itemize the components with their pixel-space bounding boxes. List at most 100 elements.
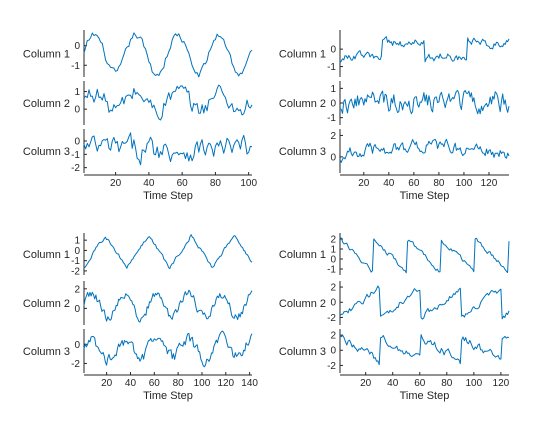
- row-label: Column 1: [279, 249, 326, 261]
- row-label: Column 3: [279, 146, 326, 158]
- x-axis: 20 40 60 80 100 120 140 Time Step: [84, 372, 258, 402]
- y-tick-label: 0: [330, 152, 336, 163]
- x-tick-label: 100: [456, 178, 473, 189]
- y-tick-label: 0: [74, 41, 80, 52]
- y-tick-label: 0: [74, 246, 80, 257]
- y-tick-label: 0: [330, 346, 336, 357]
- y-tick-label: 1: [330, 84, 336, 95]
- series-line: [83, 330, 253, 368]
- x-axis: 20 40 60 80 100 Time Step: [84, 172, 257, 202]
- y-tick-label: 0: [330, 99, 336, 110]
- series-line: [83, 132, 253, 166]
- series-line: [339, 334, 510, 366]
- row-label: Column 2: [23, 98, 70, 110]
- y-tick-label: 2: [330, 131, 336, 142]
- x-tick-label: 80: [433, 178, 445, 189]
- x-tick-label: 20: [360, 378, 372, 389]
- series-line: [83, 289, 253, 323]
- x-tick-label: 120: [493, 378, 510, 389]
- y-tick-label: 0: [330, 255, 336, 266]
- y-tick-label: 0: [74, 105, 80, 116]
- y-tick-label: -1: [327, 113, 336, 124]
- y-tick-label: -1: [327, 62, 336, 73]
- series-line: [339, 237, 510, 274]
- y-tick-label: 0: [74, 340, 80, 351]
- x-tick-label: 100: [466, 378, 483, 389]
- y-tick-label: -1: [71, 61, 80, 72]
- x-tick-label: 80: [441, 378, 453, 389]
- x-tick-label: 60: [414, 378, 426, 389]
- x-tick-label: 80: [210, 178, 222, 189]
- x-axis: 20 40 60 80 100 120 Time Step: [340, 372, 510, 402]
- y-tick-label: 0: [330, 298, 336, 309]
- y-tick-label: -1: [71, 256, 80, 267]
- x-tick-label: 20: [101, 378, 113, 389]
- row-label: Column 1: [23, 49, 70, 61]
- x-tick-label: 100: [240, 178, 257, 189]
- x-tick-label: 40: [125, 378, 137, 389]
- x-tick-label: 100: [194, 378, 211, 389]
- x-tick-label: 140: [241, 378, 258, 389]
- row-label: Column 2: [279, 298, 326, 310]
- x-tick-label: 20: [110, 178, 122, 189]
- x-axis-label: Time Step: [400, 390, 450, 402]
- x-axis: 20 40 60 80 100 120 Time Step: [340, 172, 509, 202]
- x-tick-label: 60: [408, 178, 420, 189]
- row-label: Column 3: [23, 346, 70, 358]
- y-tick-label: -2: [327, 361, 336, 372]
- row-label: Column 2: [279, 98, 326, 110]
- series-line: [339, 138, 510, 163]
- x-tick-label: 20: [358, 178, 370, 189]
- x-axis-label: Time Step: [143, 190, 193, 202]
- row-2: 2 0 Column 2: [23, 281, 253, 325]
- y-tick-label: -2: [327, 313, 336, 324]
- y-tick-label: -2: [71, 266, 80, 277]
- row-2: 1 0 Column 2: [23, 81, 253, 125]
- y-tick-label: -1: [327, 265, 336, 276]
- series-line: [339, 36, 510, 64]
- row-label: Column 3: [279, 346, 326, 358]
- series-line: [83, 234, 253, 270]
- x-tick-label: 80: [173, 378, 185, 389]
- y-tick-label: 0: [330, 45, 336, 56]
- x-tick-label: 60: [177, 178, 189, 189]
- row-label: Column 1: [23, 249, 70, 261]
- series-line: [83, 84, 253, 121]
- x-axis-label: Time Step: [400, 190, 450, 202]
- row-label: Column 3: [23, 146, 70, 158]
- series-line: [339, 90, 510, 115]
- x-tick-label: 40: [383, 178, 395, 189]
- y-tick-label: 2: [330, 283, 336, 294]
- y-tick-label: -2: [71, 359, 80, 370]
- y-tick-label: 1: [74, 87, 80, 98]
- series-line: [83, 32, 253, 78]
- y-tick-label: 0: [74, 137, 80, 148]
- x-tick-label: 40: [143, 178, 155, 189]
- series-line: [339, 285, 510, 320]
- y-tick-label: 2: [330, 235, 336, 246]
- x-tick-label: 120: [481, 178, 498, 189]
- y-tick-label: 1: [330, 245, 336, 256]
- x-tick-label: 60: [149, 378, 161, 389]
- row-label: Column 2: [23, 298, 70, 310]
- x-tick-label: 40: [387, 378, 399, 389]
- x-axis-label: Time Step: [143, 390, 193, 402]
- row-label: Column 1: [279, 49, 326, 61]
- y-tick-label: 0: [74, 304, 80, 315]
- y-tick-label: -1: [71, 150, 80, 161]
- y-tick-label: -2: [71, 163, 80, 174]
